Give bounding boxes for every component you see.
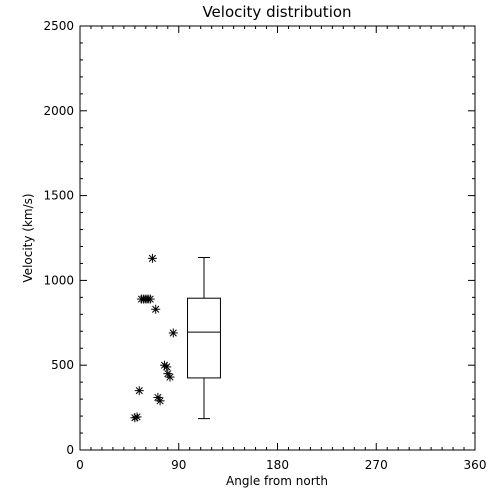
y-tick-label: 2000 xyxy=(43,104,74,118)
y-tick-label: 1500 xyxy=(43,189,74,203)
y-tick-label: 1000 xyxy=(43,273,74,287)
x-tick-label: 0 xyxy=(76,458,84,472)
box-iqr xyxy=(187,297,221,379)
y-tick-label: 2500 xyxy=(43,19,74,33)
data-point xyxy=(155,396,165,406)
data-point xyxy=(162,362,172,372)
data-point xyxy=(134,386,144,396)
data-point xyxy=(132,412,142,422)
x-tick-label: 180 xyxy=(266,458,289,472)
velocity-boxplot xyxy=(187,257,221,420)
data-point xyxy=(151,304,161,314)
data-point xyxy=(145,294,155,304)
y-tick-label: 0 xyxy=(66,443,74,457)
x-tick-label: 90 xyxy=(171,458,186,472)
x-tick-label: 360 xyxy=(464,458,487,472)
y-tick-label: 500 xyxy=(51,358,74,372)
data-point xyxy=(168,328,178,338)
x-tick-label: 270 xyxy=(365,458,388,472)
y-axis: 0 500 1000 1500 2000 2500 xyxy=(43,19,475,457)
data-point xyxy=(165,372,175,382)
y-axis-label: Velocity (km/s) xyxy=(21,193,35,282)
chart-title: Velocity distribution xyxy=(202,3,351,21)
x-axis: 0 90 180 270 360 xyxy=(76,26,486,472)
scatter-points xyxy=(130,253,178,423)
x-axis-label: Angle from north xyxy=(226,474,328,488)
data-point xyxy=(147,253,157,263)
